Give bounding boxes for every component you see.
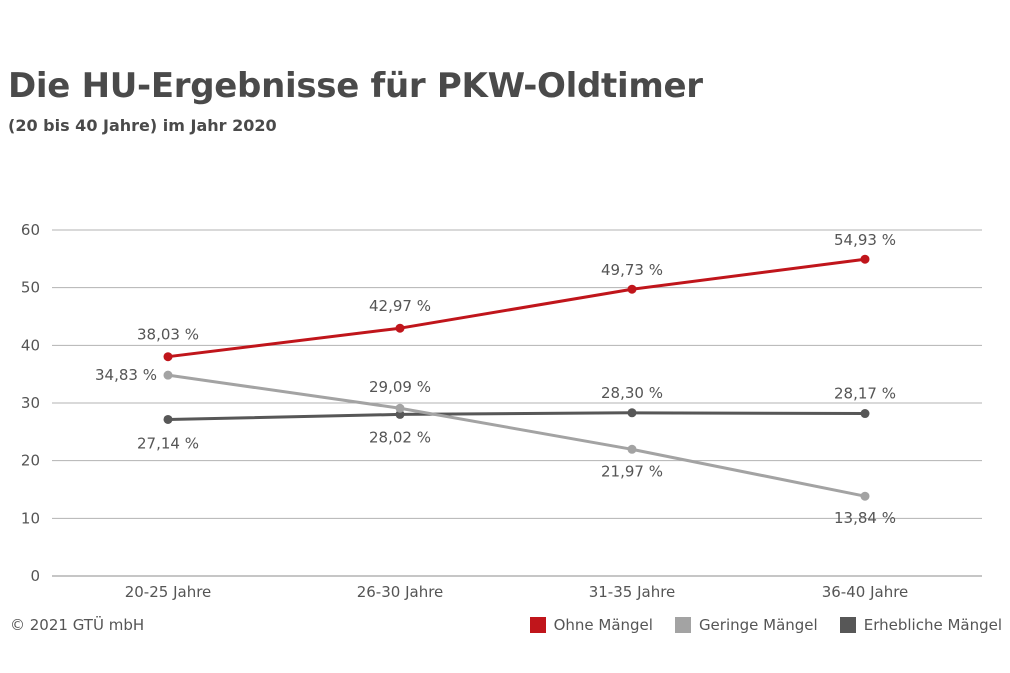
x-tick-label: 36-40 Jahre bbox=[822, 583, 909, 600]
data-label-erhebliche: 28,30 % bbox=[601, 384, 663, 402]
chart-title: Die HU-Ergebnisse für PKW-Oldtimer bbox=[8, 66, 703, 106]
data-label-geringe: 29,09 % bbox=[369, 378, 431, 396]
data-point-erhebliche bbox=[860, 409, 870, 419]
data-label-ohne: 54,93 % bbox=[834, 231, 896, 249]
data-point-erhebliche bbox=[627, 408, 637, 418]
data-point-geringe bbox=[163, 370, 173, 380]
data-point-geringe bbox=[395, 403, 405, 413]
legend-swatch-ohne bbox=[529, 617, 546, 633]
data-point-ohne bbox=[395, 323, 405, 333]
data-labels: 38,03 % 42,97 % 49,73 % 54,93 % 34,83 % 29,09… bbox=[95, 231, 896, 527]
y-tick-label: 40 bbox=[21, 336, 40, 354]
x-axis-ticks: 20-25 Jahre 26-30 Jahre 31-35 Jahre 36-40 J… bbox=[125, 583, 909, 600]
data-point-geringe bbox=[860, 491, 870, 501]
legend-label-geringe: Geringe Mängel bbox=[698, 616, 818, 634]
data-label-geringe: 21,97 % bbox=[601, 462, 663, 480]
data-label-ohne: 42,97 % bbox=[369, 297, 431, 315]
legend: Ohne Mängel Geringe Mängel Erhebliche Mä… bbox=[529, 616, 1002, 634]
legend-item-geringe: Geringe Mängel bbox=[674, 616, 818, 634]
chart-subtitle: (20 bis 40 Jahre) im Jahr 2020 bbox=[8, 116, 277, 135]
data-label-ohne: 38,03 % bbox=[137, 326, 199, 344]
copyright-note: © 2021 GTÜ mbH bbox=[10, 616, 145, 634]
y-tick-label: 20 bbox=[21, 452, 40, 470]
y-tick-label: 60 bbox=[21, 221, 40, 239]
data-label-erhebliche: 28,02 % bbox=[369, 428, 431, 446]
data-label-erhebliche: 28,17 % bbox=[834, 385, 896, 403]
data-point-ohne bbox=[163, 352, 173, 362]
grid-lines bbox=[52, 229, 982, 577]
data-point-ohne bbox=[627, 284, 637, 294]
data-point-erhebliche bbox=[163, 414, 173, 424]
y-axis-ticks: 0 10 20 30 40 50 60 bbox=[21, 221, 40, 585]
x-tick-label: 20-25 Jahre bbox=[125, 583, 212, 600]
y-tick-label: 10 bbox=[21, 509, 40, 527]
data-label-geringe: 34,83 % bbox=[95, 366, 157, 384]
data-label-geringe: 13,84 % bbox=[834, 509, 896, 527]
legend-swatch-geringe bbox=[674, 617, 691, 633]
x-tick-label: 26-30 Jahre bbox=[357, 583, 444, 600]
legend-label-erhebliche: Erhebliche Mängel bbox=[863, 616, 1002, 634]
data-label-erhebliche: 27,14 % bbox=[137, 434, 199, 452]
legend-item-ohne: Ohne Mängel bbox=[529, 616, 653, 634]
data-point-ohne bbox=[860, 254, 870, 264]
y-tick-label: 50 bbox=[21, 279, 40, 297]
y-tick-label: 0 bbox=[30, 567, 40, 585]
legend-swatch-erhebliche bbox=[839, 617, 856, 633]
data-point-geringe bbox=[627, 444, 637, 454]
legend-item-erhebliche: Erhebliche Mängel bbox=[839, 616, 1002, 634]
y-tick-label: 30 bbox=[21, 394, 40, 412]
legend-label-ohne: Ohne Mängel bbox=[553, 616, 653, 634]
series-line-erhebliche bbox=[167, 411, 866, 421]
line-chart: 0 10 20 30 40 50 60 20-25 Jahre 26-30 Jahre 31-3… bbox=[21, 221, 982, 600]
series-line-ohne bbox=[167, 257, 866, 359]
series-lines bbox=[163, 254, 870, 501]
x-tick-label: 31-35 Jahre bbox=[589, 583, 676, 600]
data-point-erhebliche bbox=[395, 409, 405, 419]
data-label-ohne: 49,73 % bbox=[601, 261, 663, 279]
series-line-geringe bbox=[167, 373, 866, 498]
